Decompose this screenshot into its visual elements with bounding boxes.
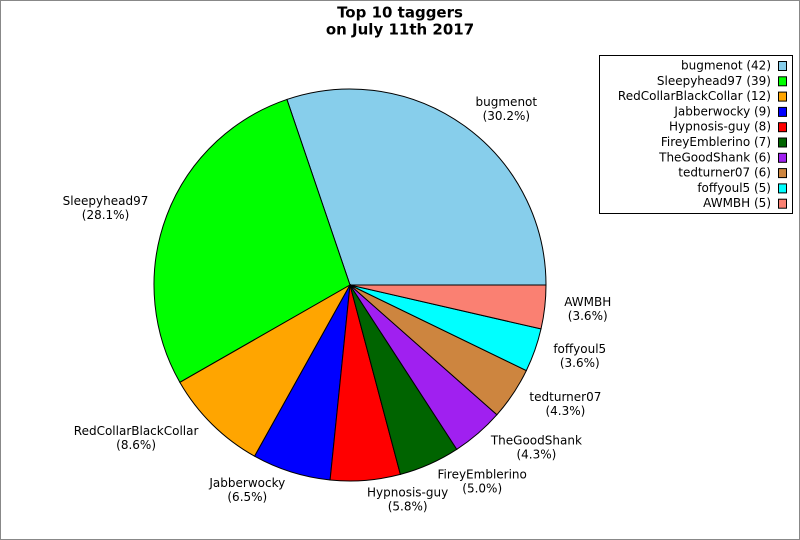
legend-swatch (778, 106, 787, 117)
pie-slice (153, 98, 351, 384)
chart-title: Top 10 taggers (337, 4, 463, 22)
slice-percent: (28.1%) (82, 208, 129, 222)
slice-percent: (8.6%) (116, 438, 156, 452)
slice-label: AWMBH (564, 295, 611, 309)
legend-label: AWMBH (5) (703, 196, 771, 210)
slice-label: FireyEmblerino (438, 468, 527, 482)
slice-label: Jabberwocky (208, 476, 285, 490)
pie-slice (179, 283, 352, 457)
legend-swatch (778, 76, 787, 87)
legend-label: tedturner07 (6) (678, 166, 771, 180)
slice-percent: (6.5%) (227, 490, 267, 504)
chart-title: on July 11th 2017 (326, 21, 474, 39)
legend-label: foffyoul5 (5) (697, 181, 771, 195)
slice-label: foffyoul5 (553, 342, 606, 356)
slice-label: tedturner07 (529, 390, 601, 404)
legend-swatch (778, 152, 787, 163)
legend-label: Hypnosis-guy (8) (669, 120, 771, 134)
slice-label: Sleepyhead97 (63, 194, 149, 208)
pie-slice (286, 88, 547, 286)
legend-swatch (778, 137, 787, 148)
slice-label: TheGoodShank (490, 434, 582, 448)
legend-label: TheGoodShank (6) (658, 150, 771, 164)
slice-label: RedCollarBlackCollar (74, 424, 199, 438)
legend-box (599, 55, 793, 214)
slice-label: Hypnosis-guy (367, 485, 448, 499)
legend-label: FireyEmblerino (7) (661, 135, 771, 149)
slice-percent: (30.2%) (483, 109, 530, 123)
pie-slice (349, 284, 547, 330)
slice-percent: (3.6%) (568, 309, 608, 323)
legend-label: bugmenot (42) (681, 59, 771, 73)
legend-swatch (778, 122, 787, 133)
slice-percent: (3.6%) (560, 356, 600, 370)
legend-label: RedCollarBlackCollar (12) (618, 89, 771, 103)
slice-label: bugmenot (476, 95, 538, 109)
slice-percent: (5.0%) (462, 482, 502, 496)
legend-label: Jabberwocky (9) (673, 104, 771, 118)
legend-label: Sleepyhead97 (39) (657, 74, 771, 88)
legend-swatch (778, 198, 787, 209)
legend-swatch (778, 183, 787, 194)
slice-percent: (5.8%) (388, 499, 428, 513)
legend-swatch (778, 168, 787, 179)
slice-percent: (4.3%) (545, 404, 585, 418)
legend-swatch (778, 61, 787, 71)
slice-percent: (4.3%) (516, 448, 556, 462)
legend-swatch (778, 91, 787, 102)
